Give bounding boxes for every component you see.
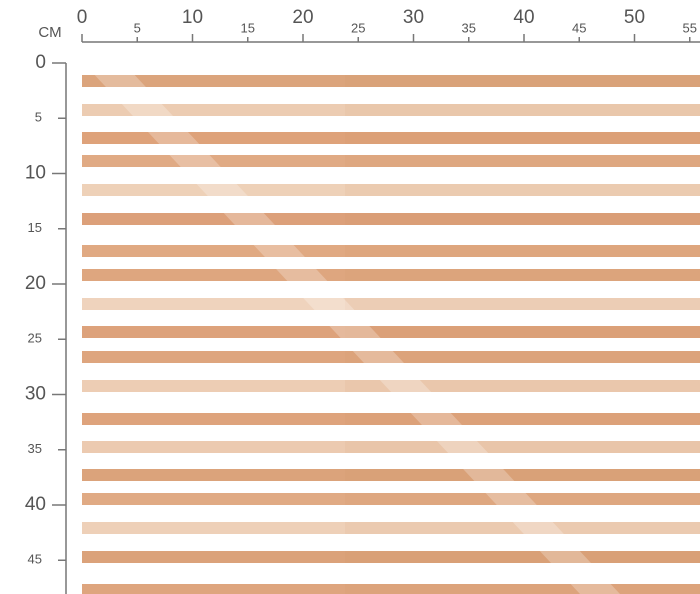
stripe-shade [345,469,700,481]
stripe-shade [345,326,700,338]
left-tick-label: 10 [25,163,46,184]
stripe [82,493,700,505]
left-tick-label: 35 [28,441,42,456]
stripe [82,132,700,144]
stripe-shade [345,584,700,594]
left-tick-label: 45 [28,552,42,567]
left-tick-label: 30 [25,384,46,405]
stripe [82,469,700,481]
left-tick-label: 5 [35,110,42,125]
top-tick-label: 10 [182,7,203,28]
stripe-shade [345,132,700,144]
top-tick-label: 15 [241,20,255,35]
stripe-shade [345,245,700,257]
stripe-shade [345,75,700,87]
stripe-shade [345,184,700,196]
stripe [82,184,700,196]
stripe [82,104,700,116]
stripe [82,298,700,310]
left-tick-label: 15 [28,220,42,235]
stripe-shade [345,441,700,453]
top-tick-label: 45 [572,20,586,35]
left-tick-label: 20 [25,273,46,294]
stripe [82,326,700,338]
stripe [82,75,700,87]
top-tick-label: 35 [462,20,476,35]
stripe-shade [345,493,700,505]
top-tick-label: 0 [77,7,88,28]
top-tick-label: 55 [683,20,697,35]
stripe [82,245,700,257]
top-tick-label: 40 [513,7,534,28]
stripe [82,269,700,281]
stripe [82,213,700,225]
stripe-shade [345,413,700,425]
stripe-shade [345,522,700,534]
top-tick-label: 20 [292,7,313,28]
stripe [82,351,700,363]
left-tick-label: 0 [35,52,46,73]
stripe-shade [345,104,700,116]
stripe-shade [345,155,700,167]
stripe [82,551,700,563]
stripe-shade [345,269,700,281]
stripe [82,155,700,167]
stripe [82,380,700,392]
left-tick-label: 25 [28,331,42,346]
top-tick-label: 25 [351,20,365,35]
left-tick-label: 40 [25,494,46,515]
stripe-shade [345,298,700,310]
top-tick-label: 50 [624,7,645,28]
stripe-shade [345,351,700,363]
light-reflection [90,70,620,594]
rulers: 0 5 10 15 20 25 30 35 40 45 50 55 0 5 10 15 20 25 30 35 40 45 [25,7,697,567]
stripes [82,75,700,594]
stripe-shade [345,213,700,225]
stripe [82,441,700,453]
stripe [82,584,700,594]
unit-label: CM [38,24,61,41]
stripe-shade [345,551,700,563]
top-tick-label: 5 [134,20,141,35]
stripe [82,413,700,425]
stripe [82,522,700,534]
stripe-shade [345,380,700,392]
top-tick-label: 30 [403,7,424,28]
